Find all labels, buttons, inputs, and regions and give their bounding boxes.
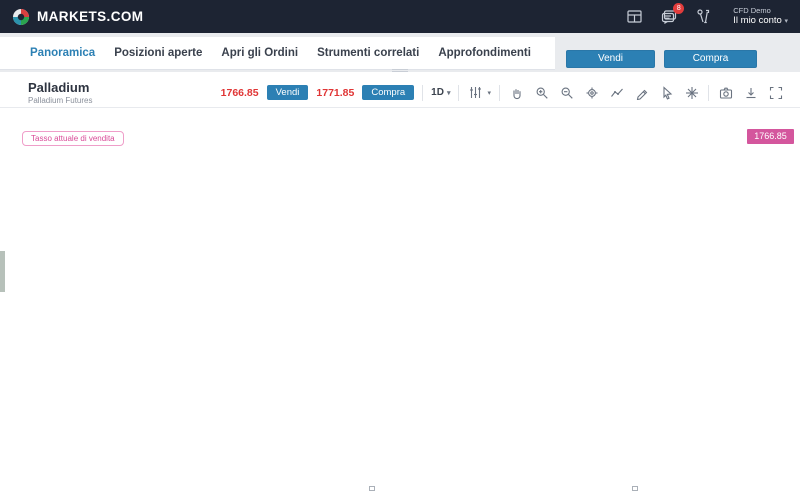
chevron-down-icon: ▾ [487,89,491,97]
indicators-dropdown[interactable]: ▾ [467,85,491,101]
nav-tab-panoramica[interactable]: Panoramica [30,47,96,59]
panel-resize-handle[interactable] [392,68,408,73]
instrument-info: Palladium Palladium Futures [28,80,92,105]
divider [499,84,500,101]
divider [422,84,424,101]
chevron-down-icon: ▾ [784,18,788,26]
indicators-icon [467,85,484,101]
divider [708,84,709,101]
feedback-side-tab[interactable] [0,251,5,292]
pane-collapse-handle[interactable] [369,486,375,491]
divider [458,84,460,101]
sell-button-chart[interactable]: Vendi [266,85,309,100]
nav-tab-strumenti-correlati[interactable]: Strumenti correlati [317,47,420,59]
nav-tab-approfondimenti[interactable]: Approfondimenti [438,47,531,59]
draw-icon[interactable] [633,85,650,101]
account-type-label: CFD Demo [733,5,771,15]
nav-tab-posizioni-aperte[interactable]: Posizioni aperte [114,47,203,59]
buy-price: 1771.85 [316,86,355,99]
chart-type-icon[interactable] [608,85,625,101]
account-menu-label: Il mio conto [733,15,782,27]
timeframe-dropdown[interactable]: 1D ▾ [431,87,450,98]
nav-tab-apri-gli-ordini[interactable]: Apri gli Ordini [221,47,299,59]
instrument-subtitle: Palladium Futures [28,95,93,105]
zoom-in-icon[interactable] [533,85,550,101]
camera-icon[interactable] [717,85,734,101]
zoom-out-icon[interactable] [558,85,575,101]
settings-icon[interactable] [583,85,600,101]
sell-price: 1766.85 [220,86,259,99]
current-rate-label[interactable]: Tasso attuale di vendita [22,131,124,146]
chart-card [0,72,800,493]
globe-logo-icon [13,8,29,25]
pane-collapse-handle[interactable] [632,486,638,491]
download-icon[interactable] [742,85,759,101]
timeframe-value: 1D [431,87,444,98]
chevron-down-icon: ▾ [446,89,451,97]
account-menu[interactable]: CFD Demo Il mio conto ▾ [733,6,788,27]
chart-header: Palladium Palladium Futures 1766.85 Vend… [0,78,800,108]
top-bar: MARKETS.COM 8 [0,0,800,33]
brand-text: MARKETS.COM [37,9,144,24]
layout-grid-icon[interactable] [624,7,644,27]
instrument-name: Palladium [28,79,90,95]
tools-icon[interactable] [694,7,714,27]
buy-button-main[interactable]: Compra [664,50,757,68]
nav-tab-bar: Panoramica Posizioni aperte Apri gli Ordin… [0,37,555,70]
cursor-icon[interactable] [658,85,675,101]
pan-icon[interactable] [508,85,525,101]
sell-button-main[interactable]: Vendi [566,50,655,68]
fullscreen-icon[interactable] [767,85,784,101]
current-price-badge: 1766.85 [747,129,794,144]
brand-logo[interactable]: MARKETS.COM [12,8,143,26]
notification-badge: 8 [673,2,685,14]
topbar-actions: 8 CFD Demo Il mio conto ▾ [624,2,788,27]
buy-button-chart[interactable]: Compra [362,85,415,100]
crosshair-icon[interactable] [683,85,700,101]
chat-icon[interactable]: 8 [659,2,685,27]
chart-toolbar: 1766.85 Vendi 1771.85 Compra 1D ▾ ▾ [220,84,790,101]
